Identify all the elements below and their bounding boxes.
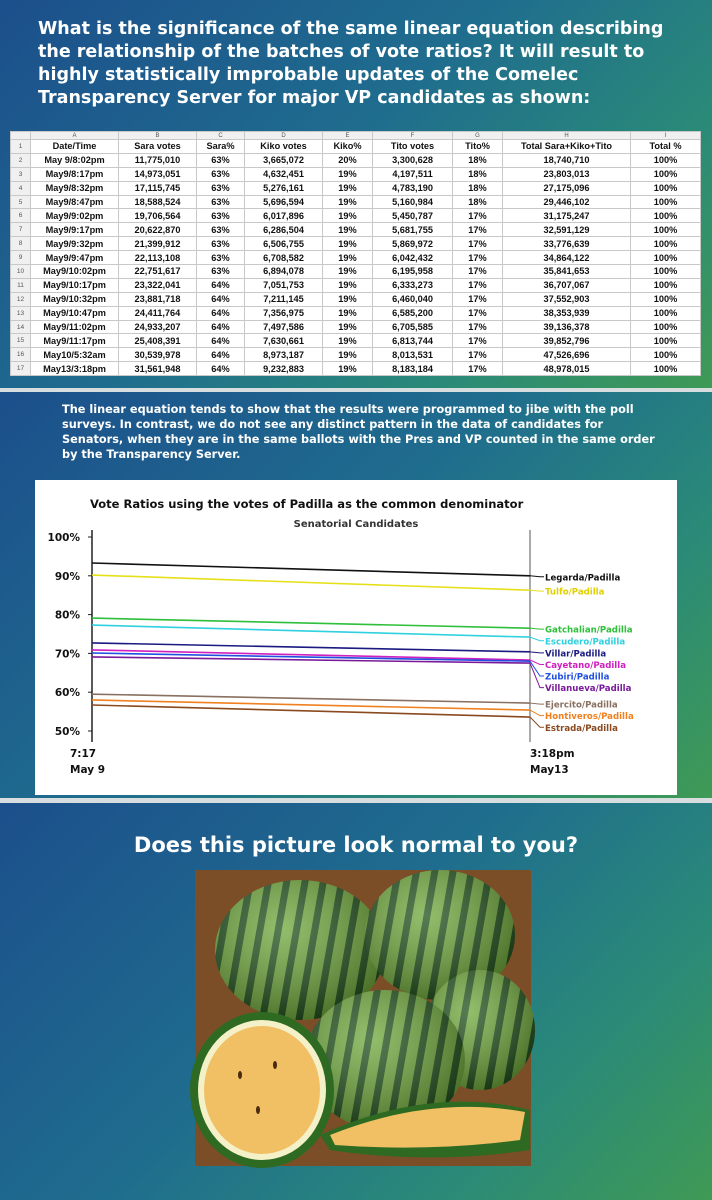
leader-line <box>529 716 544 728</box>
row-number: 15 <box>10 333 31 349</box>
legend-label: Gatchalian/Padilla <box>545 626 633 636</box>
cell: 100% <box>630 277 701 293</box>
sheet-row: 8 May9/9:32pm 21,399,912 63% 6,506,755 19% 5,8… <box>10 236 701 252</box>
leader-line <box>529 575 544 578</box>
x-tick-label: 3:18pm <box>530 748 575 760</box>
legend-label: Hontiveros/Padilla <box>545 712 634 722</box>
chart-box <box>35 480 677 795</box>
sheet-row: 4 May9/8:32pm 17,115,745 63% 5,276,161 19% 4,7… <box>10 180 701 196</box>
heading: Does this picture look normal to you? <box>133 833 579 857</box>
series-line <box>91 624 531 638</box>
legend-label: Ejercito/Padilla <box>545 701 618 711</box>
y-tick-label: 90% <box>55 571 81 583</box>
legend-label: Villanueva/Padilla <box>545 684 632 694</box>
x-tick-date: May 9 <box>70 764 105 776</box>
chart-title: Vote Ratios using the votes of Padilla a… <box>90 497 524 511</box>
row-number: 4 <box>10 180 31 196</box>
leader-line <box>529 702 544 705</box>
legend-label: Escudero/Padilla <box>545 637 625 647</box>
sheet-row: 13 May9/10:47pm 24,411,764 64% 7,356,975 19% 6… <box>10 305 701 321</box>
series-line <box>91 649 531 661</box>
x-tick-label: 7:17 <box>70 748 96 760</box>
leader-line <box>529 662 544 689</box>
spreadsheet: A B C D E F G H I 1 Date/Time Sara votes Sara% Kiko v… <box>10 131 701 377</box>
cell: 8,183,184 <box>372 361 453 377</box>
legend-label: Cayetano/Padilla <box>545 661 626 671</box>
row-number: 2 <box>10 152 31 168</box>
leader-line <box>529 651 544 654</box>
y-tick-label: 60% <box>55 687 81 699</box>
column-letter: I <box>630 131 701 140</box>
row-number: 8 <box>10 236 31 252</box>
legend-label: Villar/Padilla <box>545 649 606 659</box>
sheet-row: 17 May13/3:18pm 31,561,948 64% 9,232,883 19% 8… <box>10 361 701 377</box>
leader-line <box>529 709 544 717</box>
leader-line <box>529 660 544 677</box>
series-line <box>91 617 531 629</box>
row-number: 13 <box>10 305 31 321</box>
series-line <box>91 574 531 591</box>
series-line <box>91 699 531 711</box>
sheet-row: 3 May9/8:17pm 14,973,051 63% 4,632,451 19% 4,1… <box>10 166 701 182</box>
series-line <box>91 656 531 664</box>
panel-table: What is the significance of the same lin… <box>0 0 712 388</box>
series-line <box>91 562 531 577</box>
cell: 100% <box>630 166 701 182</box>
sheet-row: 6 May9/9:02pm 19,706,564 63% 6,017,896 19% 5,4… <box>10 208 701 224</box>
x-tick-date: May13 <box>530 764 569 776</box>
sheet-row: 14 May9/11:02pm 24,933,207 64% 7,497,586 19% 6… <box>10 319 701 335</box>
chart-subtitle: Senatorial Candidates <box>294 519 419 530</box>
leader-line <box>529 589 544 592</box>
cell: 100% <box>630 361 701 377</box>
paragraph: The linear equation tends to show that t… <box>62 403 655 461</box>
y-tick-label: 80% <box>55 610 81 622</box>
leader-line <box>529 627 544 630</box>
y-tick-label: 70% <box>55 648 81 660</box>
row-number: 17 <box>10 361 31 377</box>
series-line <box>91 704 531 718</box>
sheet-row: 16 May10/5:32am 30,539,978 64% 8,973,187 19% 8… <box>10 347 701 363</box>
y-tick-label: 50% <box>55 726 81 738</box>
sheet-row: 10 May9/10:02pm 22,751,617 63% 6,894,078 19% 6… <box>10 264 701 279</box>
cell: May13/3:18pm <box>30 361 119 377</box>
y-tick-label: 100% <box>48 532 81 544</box>
series-line <box>91 693 531 704</box>
heading: What is the significance of the same lin… <box>38 19 664 108</box>
series-line <box>91 652 531 662</box>
watermelon-photo <box>190 870 535 1168</box>
cell: 100% <box>630 222 701 238</box>
legend-label: Tulfo/Padilla <box>545 588 605 598</box>
series-line <box>91 642 531 653</box>
sheet-row: 7 May9/9:17pm 20,622,870 63% 6,286,504 19% 5,6… <box>10 222 701 238</box>
sheet-row: 9 May9/9:47pm 22,113,108 63% 6,708,582 19% 6,0… <box>10 250 701 266</box>
leader-line <box>529 659 544 665</box>
leader-line <box>529 636 544 642</box>
legend-label: Zubiri/Padilla <box>545 673 610 683</box>
legend-label: Estrada/Padilla <box>545 724 618 734</box>
legend-label: Legarda/Padilla <box>545 573 620 583</box>
